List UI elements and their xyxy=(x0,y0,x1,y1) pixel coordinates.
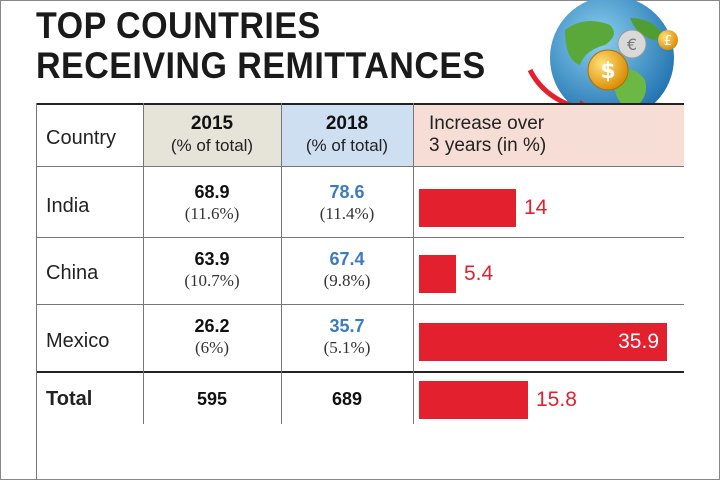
increase-bar-label: 15.8 xyxy=(536,388,577,411)
title-line-2: RECEIVING REMITTANCES xyxy=(36,45,486,86)
rule-col-2 xyxy=(281,103,282,424)
svg-text:€: € xyxy=(627,35,637,54)
country-label: China xyxy=(46,262,99,284)
globe-coins-illustration: € £ $ xyxy=(520,0,720,128)
value-2015: 26.2 (6%) xyxy=(194,316,230,357)
header-2015-bg xyxy=(143,103,281,166)
rule-col-3 xyxy=(413,103,414,424)
value-2018-total: 689 xyxy=(331,389,363,409)
rule-row-1 xyxy=(36,237,684,238)
increase-bar xyxy=(419,189,516,227)
country-label-total: Total xyxy=(46,388,93,410)
increase-bar xyxy=(419,381,528,419)
title-line-1: TOP COUNTRIES xyxy=(36,5,321,46)
value-2018: 67.4 (9.8%) xyxy=(323,249,371,290)
rule-total xyxy=(36,371,684,373)
euro-coin-icon xyxy=(617,29,647,59)
rule-left xyxy=(36,103,37,480)
rule-col-1 xyxy=(143,103,144,424)
column-header-increase: Increase over 3 years (in %) xyxy=(429,113,547,156)
column-header-2018: 2018 (% of total) xyxy=(305,113,389,155)
rule-header xyxy=(36,166,684,167)
value-2018: 78.6 (11.4%) xyxy=(319,182,375,223)
svg-text:$: $ xyxy=(600,59,615,84)
value-2015-total: 595 xyxy=(196,389,228,409)
increase-bar-label: 35.9 xyxy=(618,330,659,353)
country-label: Mexico xyxy=(46,330,110,352)
header-2018-bg xyxy=(281,103,413,166)
dollar-coin-icon xyxy=(587,49,629,91)
rule-top xyxy=(36,103,684,105)
rule-row-2 xyxy=(36,304,684,305)
column-header-2015: 2015 (% of total) xyxy=(170,113,254,155)
country-label: India xyxy=(46,195,90,217)
svg-text:£: £ xyxy=(664,34,672,49)
value-2015: 68.9 (11.6%) xyxy=(184,182,240,223)
increase-bar-label: 5.4 xyxy=(464,262,494,285)
increase-bar-label: 14 xyxy=(524,196,548,219)
increase-bar xyxy=(419,255,456,293)
column-header-country: Country xyxy=(46,127,117,149)
remittance-table: Country 2015 (% of total) 2018 (% of tot… xyxy=(36,103,684,480)
pound-coin-icon xyxy=(658,30,678,50)
chart-title: TOP COUNTRIES RECEIVING REMITTANCES xyxy=(36,6,486,86)
header-increase-bg xyxy=(413,103,684,166)
increase-bar xyxy=(419,323,667,361)
value-2015: 63.9 (10.7%) xyxy=(184,249,240,290)
value-2018: 35.7 (5.1%) xyxy=(323,316,371,357)
